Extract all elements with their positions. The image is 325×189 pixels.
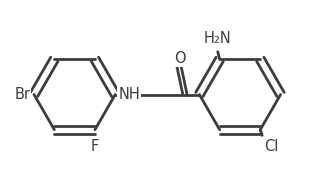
Text: H₂N: H₂N <box>204 31 232 46</box>
Text: NH: NH <box>119 87 140 102</box>
Text: Cl: Cl <box>264 139 279 154</box>
Text: Br: Br <box>14 87 30 102</box>
Text: O: O <box>174 51 185 66</box>
Text: F: F <box>91 139 99 154</box>
